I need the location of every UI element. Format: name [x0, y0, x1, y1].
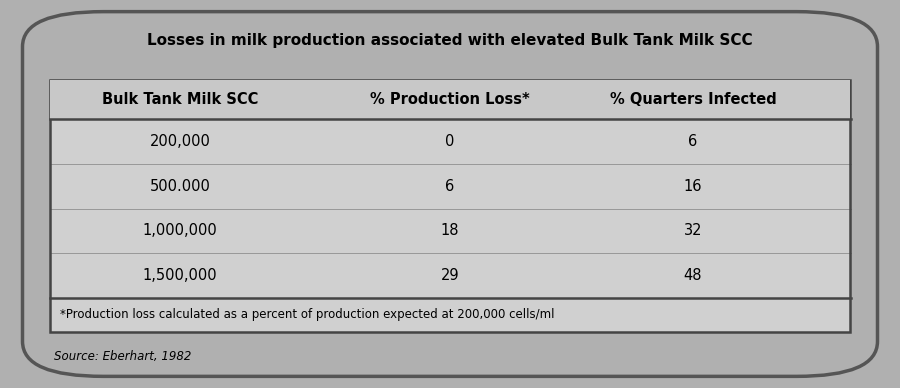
Bar: [50, 80, 850, 120]
Text: 6: 6: [446, 179, 454, 194]
Text: % Quarters Infected: % Quarters Infected: [609, 92, 777, 107]
Text: Bulk Tank Milk SCC: Bulk Tank Milk SCC: [102, 92, 258, 107]
Text: 48: 48: [684, 268, 702, 283]
Text: 1,000,000: 1,000,000: [142, 223, 218, 238]
Text: *Production loss calculated as a percent of production expected at 200,000 cells: *Production loss calculated as a percent…: [60, 308, 554, 321]
Text: Source: Eberhart, 1982: Source: Eberhart, 1982: [54, 350, 192, 364]
Text: 6: 6: [688, 134, 698, 149]
Text: % Production Loss*: % Production Loss*: [370, 92, 530, 107]
Text: 29: 29: [441, 268, 459, 283]
Text: 18: 18: [441, 223, 459, 238]
Text: 0: 0: [446, 134, 454, 149]
Text: 32: 32: [684, 223, 702, 238]
Text: 200,000: 200,000: [149, 134, 211, 149]
Text: 500.000: 500.000: [149, 179, 211, 194]
Bar: [50, 80, 850, 332]
Text: 16: 16: [684, 179, 702, 194]
FancyBboxPatch shape: [22, 12, 878, 376]
Text: 1,500,000: 1,500,000: [143, 268, 217, 283]
Text: Losses in milk production associated with elevated Bulk Tank Milk SCC: Losses in milk production associated wit…: [148, 33, 752, 48]
